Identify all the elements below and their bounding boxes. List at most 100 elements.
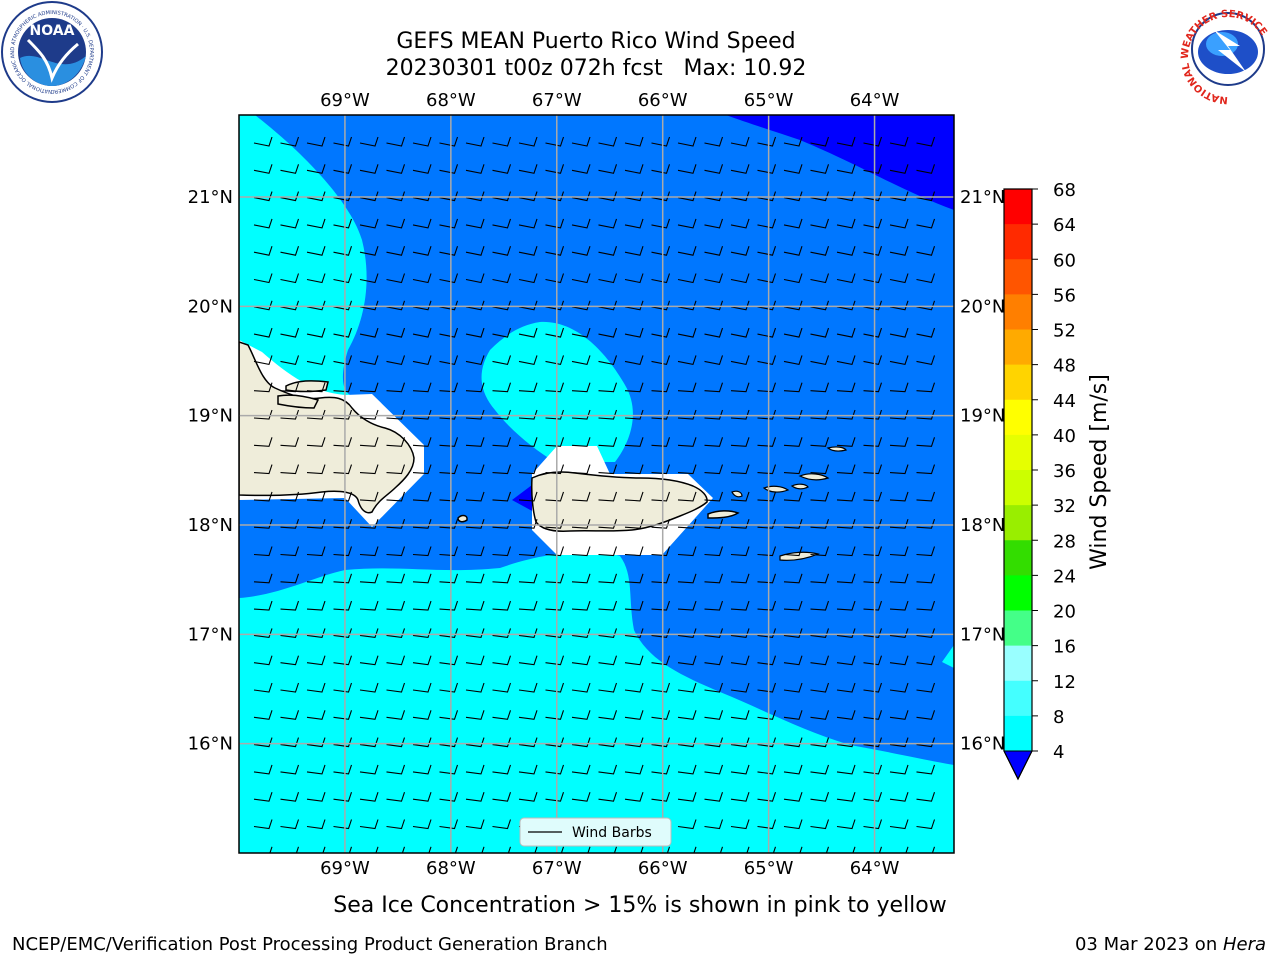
wind-barb: [730, 300, 750, 311]
wind-barb: [412, 218, 432, 229]
wind-barb: [783, 164, 803, 174]
wind-barb: [889, 327, 909, 338]
wind-barb: [333, 218, 353, 229]
wind-barb: [863, 819, 883, 830]
wind-barb: [386, 628, 406, 639]
wind-barb: [704, 573, 724, 584]
wind-barb: [624, 273, 644, 284]
wind-barb: [810, 300, 830, 311]
wind-barb: [465, 628, 485, 639]
wind-barb: [545, 300, 565, 311]
wind-barb: [253, 382, 273, 393]
wind-barb: [280, 491, 300, 502]
wind-barb: [810, 710, 830, 720]
wind-barb: [571, 164, 591, 174]
wind-barb: [810, 792, 830, 802]
wind-barb: [253, 519, 273, 529]
map-area: [239, 115, 954, 853]
wind-barb: [863, 682, 883, 693]
wind-barb: [439, 628, 459, 639]
wind-barb: [439, 327, 459, 338]
wind-barb: [333, 409, 353, 420]
colorbar-tick-label: 16: [1053, 637, 1076, 658]
wind-barb: [306, 218, 326, 229]
wind-barb: [412, 546, 432, 557]
wind-barb: [651, 300, 671, 311]
wind-barb: [730, 628, 750, 639]
wind-barb: [624, 546, 644, 557]
wind-barb: [333, 437, 353, 447]
wind-barb: [439, 136, 459, 147]
wind-barb: [783, 519, 803, 529]
wind-barb: [401, 846, 406, 853]
wind-field-8-12-east-edge: [942, 645, 954, 668]
wind-barb: [757, 136, 777, 147]
wind-barb: [677, 573, 697, 584]
wind-barb: [863, 764, 883, 775]
wind-barb: [306, 327, 326, 338]
wind-barb: [757, 764, 777, 775]
wind-barb: [253, 273, 273, 284]
wind-barb: [253, 437, 273, 447]
lon-label-top: 67°W: [532, 90, 582, 111]
wind-barb: [386, 573, 406, 584]
wind-barb: [545, 628, 565, 639]
wind-barb: [810, 491, 830, 502]
wind-barb: [253, 300, 273, 311]
land-st-john: [790, 483, 809, 490]
wind-barb: [439, 218, 459, 229]
wind-barb: [412, 655, 432, 666]
wind-barb: [412, 737, 432, 748]
wind-barb: [412, 764, 432, 775]
colorbar-tick-label: 68: [1053, 180, 1076, 201]
chart-subtitle: 20230301 t00z 072h fcst Max: 10.92: [386, 56, 807, 81]
wind-barb: [386, 819, 406, 830]
wind-barb: [545, 655, 565, 666]
wind-barb: [518, 246, 538, 256]
wind-barb: [677, 792, 697, 802]
wind-barb: [889, 600, 909, 611]
wind-barb: [253, 327, 273, 338]
wind-barb: [836, 792, 856, 802]
wind-barb: [571, 491, 591, 502]
wind-barb: [624, 655, 644, 666]
wind-barb: [757, 355, 777, 366]
wind-barb: [333, 792, 353, 802]
wind-barb: [518, 491, 538, 502]
wind-barb: [916, 655, 936, 666]
legend-box: [519, 817, 672, 847]
wind-barb: [757, 273, 777, 284]
wind-barb: [492, 573, 512, 584]
wind-barb: [518, 682, 538, 693]
wind-barb: [518, 792, 538, 802]
wind-barb: [359, 355, 379, 366]
footer-machine: Hera: [1223, 934, 1266, 955]
wind-barb: [359, 628, 379, 639]
colorbar-tick-label: 12: [1053, 672, 1076, 693]
wind-barb: [836, 573, 856, 584]
wind-barb: [280, 273, 300, 284]
wind-barb: [810, 164, 830, 174]
wind-barb: [492, 710, 512, 720]
wind-barb: [253, 655, 273, 666]
wind-barb: [810, 355, 830, 366]
wind-barb: [571, 218, 591, 229]
wind-barb: [518, 737, 538, 748]
wind-barb: [280, 246, 300, 256]
wind-barb: [677, 682, 697, 693]
wind-barb: [518, 764, 538, 775]
wind-barb: [518, 164, 538, 174]
wind-barb: [439, 655, 459, 666]
wind-barb: [571, 737, 591, 748]
wind-barb: [359, 573, 379, 584]
wind-barb: [757, 382, 777, 393]
wind-barb: [518, 464, 538, 475]
colorbar-segment: [1004, 680, 1032, 717]
wind-barb: [280, 600, 300, 611]
wind-barb: [386, 409, 406, 420]
wind-barb: [253, 164, 273, 174]
wind-barb: [783, 409, 803, 420]
wind-barb: [730, 655, 750, 666]
wind-barb: [757, 792, 777, 802]
wind-barb: [799, 846, 803, 853]
